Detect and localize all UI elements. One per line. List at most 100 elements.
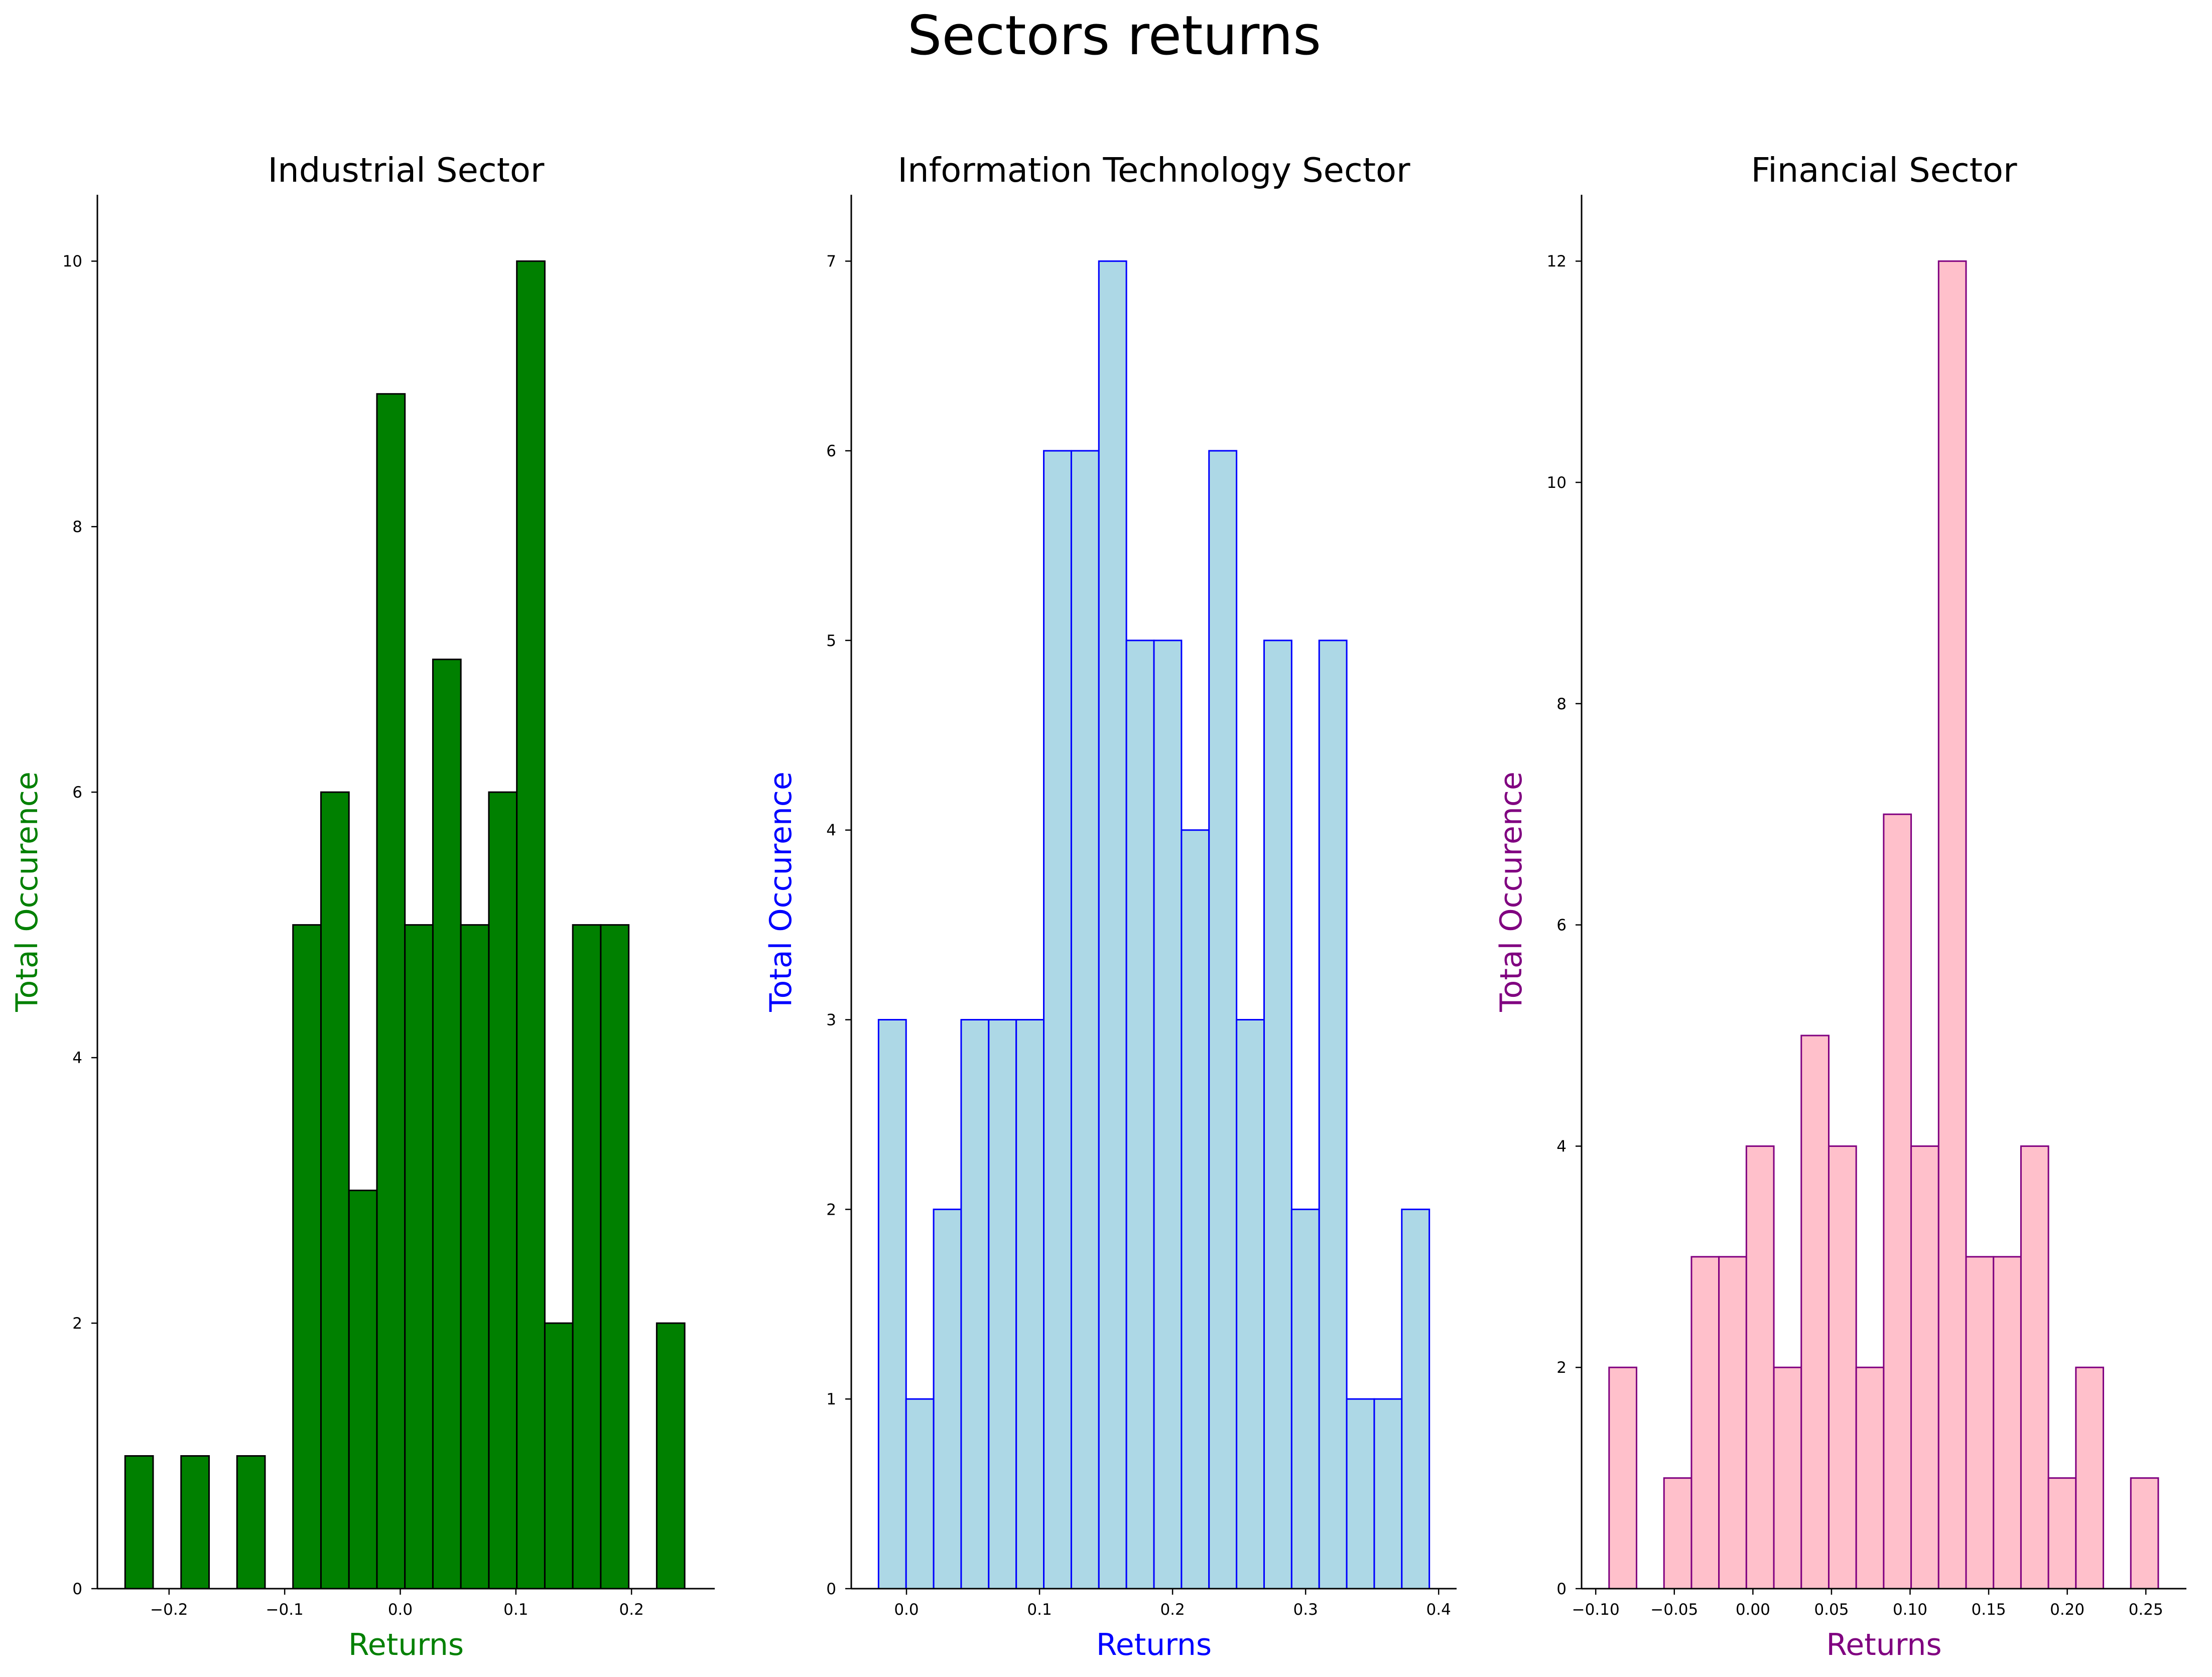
y-tick-label: 7 bbox=[826, 252, 836, 271]
histogram-bar bbox=[2075, 1366, 2105, 1590]
panel-title: Financial Sector bbox=[1751, 151, 2017, 190]
histogram-bar bbox=[1043, 450, 1072, 1590]
histogram-bar bbox=[1153, 639, 1183, 1590]
histogram-bar bbox=[905, 1398, 935, 1590]
histogram-bar bbox=[432, 659, 462, 1590]
y-axis-label: Total Occurence bbox=[10, 771, 45, 1012]
x-tick-label: 0.20 bbox=[2050, 1601, 2085, 1619]
histogram-bar bbox=[516, 260, 546, 1590]
histogram-bar bbox=[124, 1455, 154, 1590]
y-tick-label: 0 bbox=[826, 1580, 836, 1598]
y-tick-label: 2 bbox=[826, 1201, 836, 1219]
y-tick-label: 10 bbox=[63, 252, 82, 271]
y-tick-label: 8 bbox=[1556, 695, 1567, 713]
x-tick-label: 0.1 bbox=[503, 1601, 528, 1619]
histogram-bar bbox=[1745, 1145, 1775, 1590]
histogram-bar bbox=[460, 924, 490, 1590]
x-tick-label: 0.00 bbox=[1736, 1601, 1770, 1619]
histogram-bar bbox=[1993, 1256, 2022, 1590]
histogram-bar bbox=[1773, 1366, 1802, 1590]
histogram-bar bbox=[1070, 450, 1100, 1590]
histogram-bar bbox=[1181, 829, 1210, 1590]
histogram-bar bbox=[1401, 1208, 1430, 1590]
panel-title: Information Technology Sector bbox=[897, 151, 1410, 190]
histogram-bar bbox=[933, 1208, 962, 1590]
histogram-bar bbox=[1965, 1256, 1995, 1590]
panel-1: −0.2 −0.1 0.0 0.1 0.2 0 2 4 6 8 10 Industrial Secto… bbox=[10, 151, 715, 1662]
histogram-bar bbox=[988, 1019, 1017, 1590]
histogram-bar bbox=[2047, 1477, 2077, 1590]
x-tick-label: 0.05 bbox=[1814, 1601, 1849, 1619]
x-tick-label: 0.4 bbox=[1426, 1601, 1451, 1619]
x-tick-label: −0.2 bbox=[150, 1601, 188, 1619]
y-tick-label: 1 bbox=[826, 1390, 836, 1408]
histogram-bar bbox=[1800, 1035, 1830, 1590]
x-tick-label: 0.3 bbox=[1293, 1601, 1318, 1619]
histogram-bar bbox=[1098, 260, 1127, 1590]
x-axis-label: Returns bbox=[1096, 1627, 1212, 1662]
suptitle: Sectors returns bbox=[907, 5, 1321, 67]
histogram-bar bbox=[1663, 1477, 1693, 1590]
histogram-bars bbox=[1608, 260, 2159, 1590]
x-tick-label: −0.1 bbox=[266, 1601, 304, 1619]
y-tick-label: 2 bbox=[1556, 1359, 1567, 1377]
histogram-bar bbox=[1290, 1208, 1320, 1590]
histogram-bar bbox=[960, 1019, 990, 1590]
y-tick-label: 6 bbox=[72, 784, 82, 802]
histogram-bar bbox=[1208, 450, 1238, 1590]
x-tick-label: 0.1 bbox=[1027, 1601, 1052, 1619]
histogram-bar bbox=[1690, 1256, 1720, 1590]
histogram-bar bbox=[600, 924, 630, 1590]
y-tick-label: 6 bbox=[1556, 917, 1567, 935]
histogram-bar bbox=[180, 1455, 210, 1590]
histogram-bar bbox=[404, 924, 434, 1590]
histogram-bar bbox=[1236, 1019, 1265, 1590]
y-axis-label: Total Occurence bbox=[763, 771, 799, 1012]
y-tick-label: 2 bbox=[72, 1315, 82, 1333]
y-axis-label: Total Occurence bbox=[1494, 771, 1529, 1012]
panel-3: −0.10 −0.05 0.00 0.05 0.10 0.15 0.20 0.25 0 2 4 6 8 1… bbox=[1494, 151, 2186, 1662]
histogram-bar bbox=[1015, 1019, 1045, 1590]
x-tick-label: 0.0 bbox=[894, 1601, 919, 1619]
y-tick-label: 6 bbox=[826, 442, 836, 460]
y-tick-label: 4 bbox=[72, 1049, 82, 1067]
histogram-bar bbox=[1883, 813, 1912, 1590]
histogram-bar bbox=[1718, 1256, 1747, 1590]
histogram-bar bbox=[1937, 260, 1967, 1590]
histogram-bar bbox=[2130, 1477, 2159, 1590]
x-axis-label: Returns bbox=[1826, 1627, 1941, 1662]
x-tick-label: 0.0 bbox=[388, 1601, 413, 1619]
histogram-bar bbox=[656, 1322, 686, 1590]
histogram-bar bbox=[1608, 1366, 1638, 1590]
x-tick-label: −0.05 bbox=[1650, 1601, 1698, 1619]
x-tick-label: 0.2 bbox=[1160, 1601, 1185, 1619]
histogram-bars bbox=[124, 260, 686, 1590]
histogram-bar bbox=[877, 1019, 907, 1590]
y-tick-label: 4 bbox=[826, 822, 836, 840]
x-axis-label: Returns bbox=[348, 1627, 464, 1662]
y-tick-label: 4 bbox=[1556, 1137, 1567, 1155]
x-tick-label: 0.25 bbox=[2129, 1601, 2163, 1619]
y-tick-label: 5 bbox=[826, 632, 836, 650]
panel-title: Industrial Sector bbox=[268, 151, 545, 190]
histogram-bar bbox=[236, 1455, 266, 1590]
histogram-bar bbox=[1346, 1398, 1375, 1590]
histogram-bar bbox=[320, 791, 350, 1590]
histogram-bar bbox=[1828, 1145, 1857, 1590]
y-tick-label: 12 bbox=[1547, 252, 1567, 271]
histogram-bar bbox=[544, 1322, 574, 1590]
histogram-bar bbox=[488, 791, 518, 1590]
x-tick-label: 0.10 bbox=[1893, 1601, 1927, 1619]
panel-2: 0.0 0.1 0.2 0.3 0.4 0 1 2 3 4 5 6 7 Information Techn… bbox=[763, 151, 1457, 1662]
histogram-bar bbox=[1318, 639, 1348, 1590]
histogram-bar bbox=[348, 1190, 378, 1590]
y-tick-label: 0 bbox=[1556, 1580, 1567, 1598]
x-tick-label: 0.2 bbox=[619, 1601, 644, 1619]
histogram-bar bbox=[1373, 1398, 1403, 1590]
histogram-bar bbox=[1263, 639, 1292, 1590]
histogram-bar bbox=[1125, 639, 1155, 1590]
x-tick-label: −0.10 bbox=[1572, 1601, 1620, 1619]
y-tick-label: 10 bbox=[1547, 474, 1567, 492]
